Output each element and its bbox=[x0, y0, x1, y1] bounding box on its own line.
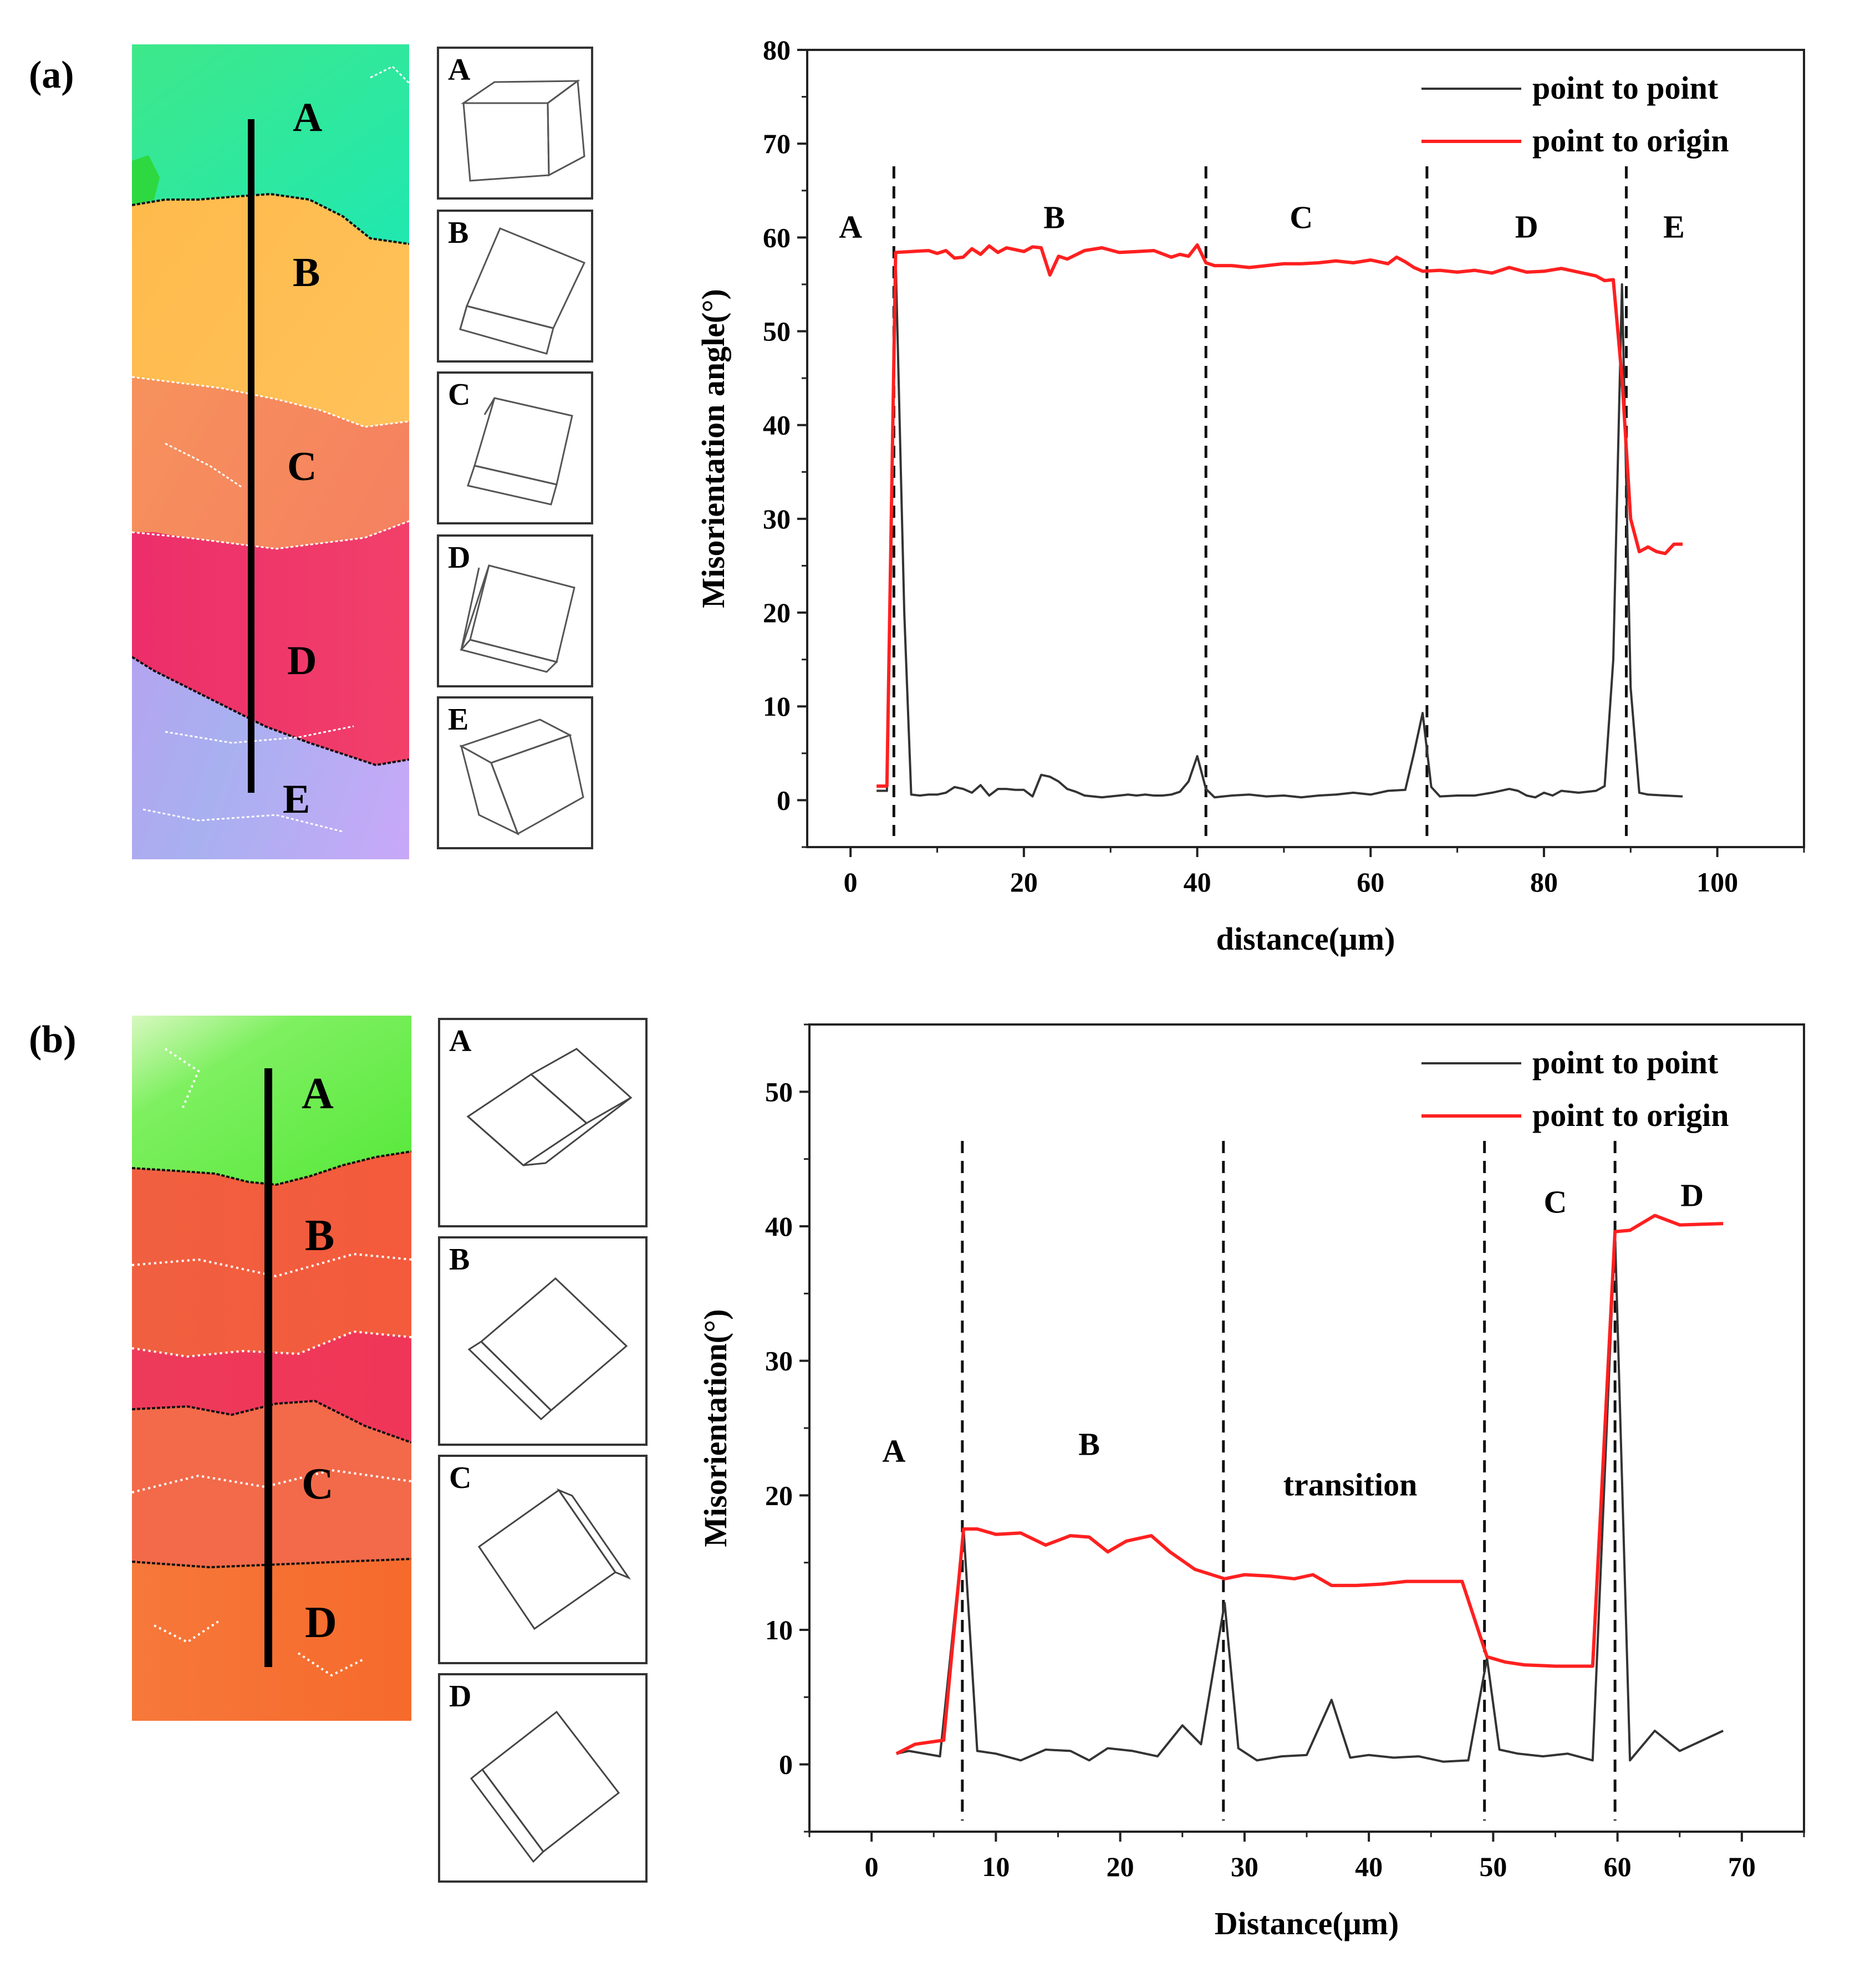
cube-b-B-letter: B bbox=[449, 1242, 470, 1277]
cube-box-a-B: B bbox=[437, 210, 593, 363]
chart-b-frame bbox=[808, 1023, 1805, 1833]
chart-b-series-1-line bbox=[895, 1214, 1724, 1755]
cube-box-b-B: B bbox=[438, 1236, 648, 1446]
cube-b-C-icon bbox=[477, 1488, 631, 1630]
cube-a-C-icon bbox=[467, 397, 573, 506]
chart-b-ytick-label-3: 30 bbox=[765, 1345, 793, 1377]
chart-b-xtick-label-7: 70 bbox=[1728, 1851, 1756, 1882]
cube-box-a-C: C bbox=[437, 371, 593, 524]
chart-b-xtick-label-3: 30 bbox=[1231, 1851, 1258, 1882]
chart-b-ytick-label-5: 50 bbox=[765, 1076, 793, 1107]
chart-b-xtick-label-4: 40 bbox=[1355, 1851, 1383, 1882]
chart-b-ytick-label-2: 20 bbox=[765, 1480, 793, 1511]
chart-b-region-label-3: C bbox=[1544, 1184, 1567, 1220]
ebsd-map-b-image bbox=[132, 1016, 411, 1721]
chart-a-frame bbox=[806, 49, 1805, 848]
cube-b-B-icon bbox=[467, 1277, 628, 1421]
chart-b-region-label-2: transition bbox=[1283, 1466, 1418, 1502]
chart-a-ylabel: Misorientation angle(°) bbox=[695, 289, 731, 608]
cube-box-a-A: A bbox=[437, 47, 593, 200]
chart-a-ytick-label-7: 70 bbox=[763, 128, 791, 159]
chart-a-ytick-label-8: 80 bbox=[763, 34, 791, 65]
chart-a-ytick-label-3: 30 bbox=[763, 503, 791, 534]
cube-b-A-letter: A bbox=[449, 1024, 472, 1058]
chart-b-ytick-label-4: 40 bbox=[765, 1211, 793, 1242]
chart-a: 0 20 40 60 80 100 0 10 20 30 40 50 60 70 80 distance(μm… bbox=[695, 34, 1805, 957]
chart-b-region-label-4: D bbox=[1680, 1177, 1704, 1214]
panel-b-label: (b) bbox=[29, 1018, 77, 1061]
chart-b-region-label-0: A bbox=[883, 1433, 906, 1469]
chart-a-region-label-0: A bbox=[839, 208, 862, 244]
chart-a-series-0-line bbox=[876, 255, 1683, 799]
chart-a-region-label-3: D bbox=[1515, 208, 1538, 244]
ebsd-b-letter-c: C bbox=[302, 1460, 334, 1508]
ebsd-a-letter-a: A bbox=[293, 95, 323, 140]
chart-b-xtick-label-0: 0 bbox=[865, 1851, 879, 1882]
ebsd-a-letter-e: E bbox=[283, 777, 310, 822]
chart-a-ytick-label-5: 50 bbox=[763, 316, 791, 347]
chart-b-xtick-label-1: 10 bbox=[982, 1851, 1010, 1882]
chart-b-legend-label-1: point to origin bbox=[1532, 1097, 1729, 1133]
ebsd-b-letter-b: B bbox=[305, 1211, 335, 1260]
ebsd-map-a-image bbox=[132, 44, 409, 859]
ebsd-a-letter-b: B bbox=[293, 250, 320, 295]
cube-b-C-letter: C bbox=[449, 1461, 472, 1495]
chart-a-region-label-4: E bbox=[1663, 208, 1685, 244]
ebsd-a-letter-c: C bbox=[287, 444, 317, 490]
cube-box-a-D: D bbox=[437, 534, 593, 687]
chart-a-xtick-label-2: 40 bbox=[1184, 866, 1211, 898]
cube-b-D-letter: D bbox=[449, 1679, 472, 1714]
ebsd-map-b: A B C D bbox=[132, 1016, 411, 1721]
cube-a-B-letter: B bbox=[448, 216, 469, 250]
chart-b-legend-label-0: point to point bbox=[1532, 1044, 1719, 1080]
chart-a-xtick-label-5: 100 bbox=[1696, 866, 1738, 898]
chart-a-xtick-label-4: 80 bbox=[1530, 866, 1558, 898]
chart-b-xtick-label-5: 50 bbox=[1479, 1851, 1507, 1882]
ebsd-map-a: A B C D E bbox=[132, 44, 409, 859]
chart-a-xtick-label-0: 0 bbox=[844, 866, 858, 898]
ebsd-b-letter-a: A bbox=[302, 1069, 334, 1118]
chart-a-legend-label-1: point to origin bbox=[1532, 123, 1729, 159]
cube-a-A-letter: A bbox=[448, 53, 471, 87]
cube-b-A-icon bbox=[466, 1048, 633, 1166]
cube-a-B-icon bbox=[459, 227, 586, 355]
chart-a-series-1-line bbox=[876, 243, 1683, 788]
cube-box-b-A: A bbox=[438, 1018, 648, 1227]
chart-b-series-0-line bbox=[896, 1232, 1724, 1763]
chart-a-region-label-1: B bbox=[1043, 199, 1065, 235]
chart-b-xlabel: Distance(μm) bbox=[1215, 1905, 1399, 1941]
chart-a-xtick-label-1: 20 bbox=[1010, 866, 1038, 898]
ebsd-b-letter-d: D bbox=[305, 1598, 337, 1647]
chart-b-ylabel: Misorientation(°) bbox=[697, 1309, 733, 1547]
chart-b-ytick-label-0: 0 bbox=[779, 1749, 793, 1780]
cube-box-b-C: C bbox=[438, 1455, 648, 1664]
chart-a-ytick-label-0: 0 bbox=[777, 784, 791, 815]
chart-a-region-label-2: C bbox=[1290, 199, 1313, 235]
chart-b-ytick-label-1: 10 bbox=[765, 1614, 793, 1645]
chart-a-ytick-label-2: 20 bbox=[763, 597, 791, 628]
chart-a-ytick-label-6: 60 bbox=[763, 222, 791, 253]
chart-b-xtick-label-2: 20 bbox=[1107, 1851, 1134, 1882]
chart-b-region-label-1: B bbox=[1078, 1426, 1100, 1462]
chart-b-xtick-label-6: 60 bbox=[1604, 1851, 1632, 1882]
cube-a-E-letter: E bbox=[448, 702, 469, 737]
chart-a-ytick-label-4: 40 bbox=[763, 410, 791, 441]
cube-a-E-icon bbox=[459, 718, 584, 835]
panel-a-label: (a) bbox=[29, 54, 74, 96]
cube-a-D-letter: D bbox=[448, 541, 471, 575]
cube-a-A-icon bbox=[461, 79, 585, 182]
cube-a-C-letter: C bbox=[448, 378, 471, 412]
chart-a-xlabel: distance(μm) bbox=[1216, 921, 1395, 957]
chart-a-legend-label-0: point to point bbox=[1532, 70, 1719, 106]
chart-a-xtick-label-3: 60 bbox=[1357, 866, 1384, 898]
cube-box-a-E: E bbox=[437, 696, 593, 849]
cube-box-b-D: D bbox=[438, 1673, 648, 1883]
ebsd-a-letter-d: D bbox=[287, 638, 317, 684]
chart-a-ytick-label-1: 10 bbox=[763, 691, 791, 722]
cube-a-D-icon bbox=[460, 564, 575, 673]
cube-b-D-icon bbox=[470, 1710, 620, 1863]
